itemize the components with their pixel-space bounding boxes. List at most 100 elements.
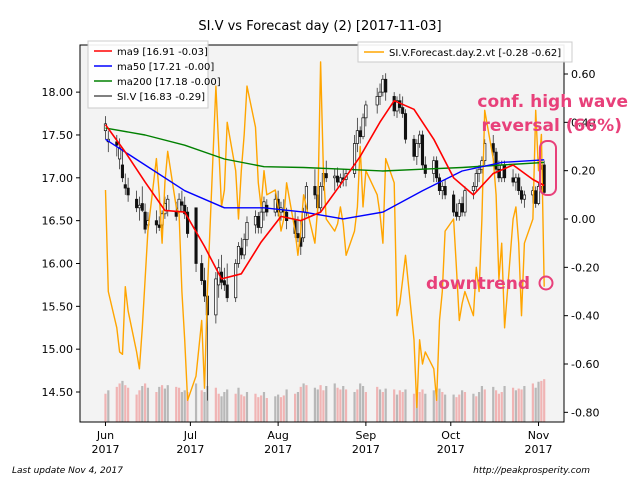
candle-body [222, 280, 226, 286]
y-right-tick-label: 0.60 [571, 68, 596, 81]
candle-body [517, 177, 521, 192]
volume-bar [274, 396, 277, 422]
candle-body [324, 173, 328, 179]
legend-right-box [357, 41, 573, 63]
candle-body [514, 177, 518, 183]
candle-body [437, 177, 442, 192]
candle-body [491, 143, 495, 153]
y-right-tick-label: 0.00 [571, 213, 596, 226]
volume-bar [285, 389, 288, 422]
volume-bar [353, 392, 356, 422]
candle-body [358, 130, 362, 138]
y-left-tick-label: 18.00 [42, 86, 74, 99]
volume-bar [262, 392, 266, 422]
x-tick-label-year: 2017 [91, 443, 119, 456]
candle-body [183, 204, 187, 215]
x-axis: Jun2017Jul2017Aug2017Sep2017Oct2017Nov20… [91, 422, 553, 456]
volume-bar [240, 394, 243, 422]
candle-body [262, 201, 266, 213]
candle-body [259, 211, 263, 228]
candle-body [174, 211, 178, 217]
volume-bar [316, 389, 319, 422]
annotation-conf-high-wave: conf. high wave [477, 92, 628, 112]
candle-body [143, 211, 147, 230]
volume-bar [477, 392, 481, 422]
volume-bar [361, 386, 365, 422]
volume-bar [475, 396, 478, 422]
volume-bar [344, 389, 348, 422]
volume-bar [472, 393, 475, 422]
candle-body [511, 177, 515, 183]
x-tick-label-year: 2017 [437, 443, 465, 456]
volume-bar [356, 389, 359, 422]
x-tick-label-year: 2017 [525, 443, 553, 456]
volume-bar [282, 395, 285, 422]
volume-bar [296, 392, 300, 422]
candle-body [194, 207, 198, 264]
candle-body [403, 113, 408, 140]
candle-body [236, 246, 241, 264]
volume-bar [523, 386, 526, 422]
series-line-si-v-forecast-day-2-vt [104, 61, 545, 409]
volume-bar [492, 386, 495, 422]
volume-bar [237, 387, 240, 422]
candle-body [302, 211, 306, 239]
volume-bar [163, 388, 167, 422]
candle-body [522, 194, 526, 200]
y-left-tick-label: 15.50 [42, 300, 74, 313]
y-right-tick-label: 0.20 [571, 165, 596, 178]
candle-body [202, 280, 207, 297]
candle-body [273, 198, 277, 213]
y-left-tick-label: 16.50 [42, 215, 74, 228]
volume-bar [194, 383, 198, 422]
volume-bar [514, 390, 517, 422]
x-tick-label-year: 2017 [264, 443, 292, 456]
volume-bar [463, 392, 467, 422]
candle-body [519, 190, 524, 200]
candle-body [135, 198, 139, 209]
footer-source: http://peakprosperity.com [473, 466, 590, 476]
x-tick-label: Jun [96, 429, 114, 442]
volume-bar [534, 387, 537, 422]
volume-bar [424, 393, 427, 422]
candle-body [336, 175, 340, 183]
x-tick-label-year: 2017 [176, 443, 204, 456]
annotation-downtrend-marker [538, 275, 554, 291]
legend-label-ma50: ma50 [17.21 -0.00] [117, 62, 214, 73]
volume-bar [127, 387, 130, 422]
candle-body [412, 138, 416, 157]
volume-bar [277, 394, 280, 422]
volume-bar [279, 397, 283, 422]
volume-bar [461, 390, 464, 422]
candle-body [440, 186, 444, 192]
candle-body [381, 78, 385, 93]
volume-bar [104, 393, 107, 422]
volume-bar [299, 386, 302, 422]
candle-body [460, 203, 464, 213]
volume-bar [107, 390, 110, 422]
candle-body [242, 239, 246, 256]
volume-bar [155, 392, 158, 422]
y-axis-left: 14.50 15.00 15.50 16.00 16.50 17.00 17.50 18.00 [42, 86, 80, 399]
annotation-downtrend: downtrend [426, 274, 530, 294]
candle-body [375, 96, 379, 106]
candle-body [296, 233, 300, 239]
volume-bar [180, 392, 183, 422]
candle-body [166, 198, 170, 211]
volume-bar [494, 390, 498, 422]
volume-bar [444, 394, 447, 422]
candle-body [418, 134, 422, 144]
candle-body [214, 278, 218, 316]
volume-bar [226, 389, 229, 422]
candle-body [474, 173, 478, 187]
volume-bar [138, 390, 141, 422]
legend-left-box [87, 40, 209, 109]
y-left-tick-label: 17.00 [42, 172, 74, 185]
volume-bar [500, 392, 503, 422]
volume-bar [393, 389, 396, 422]
y-right-tick-label: 0.40 [571, 116, 596, 129]
volume-bar [364, 392, 367, 422]
volume-bar [177, 387, 181, 422]
volume-bar [432, 390, 435, 422]
